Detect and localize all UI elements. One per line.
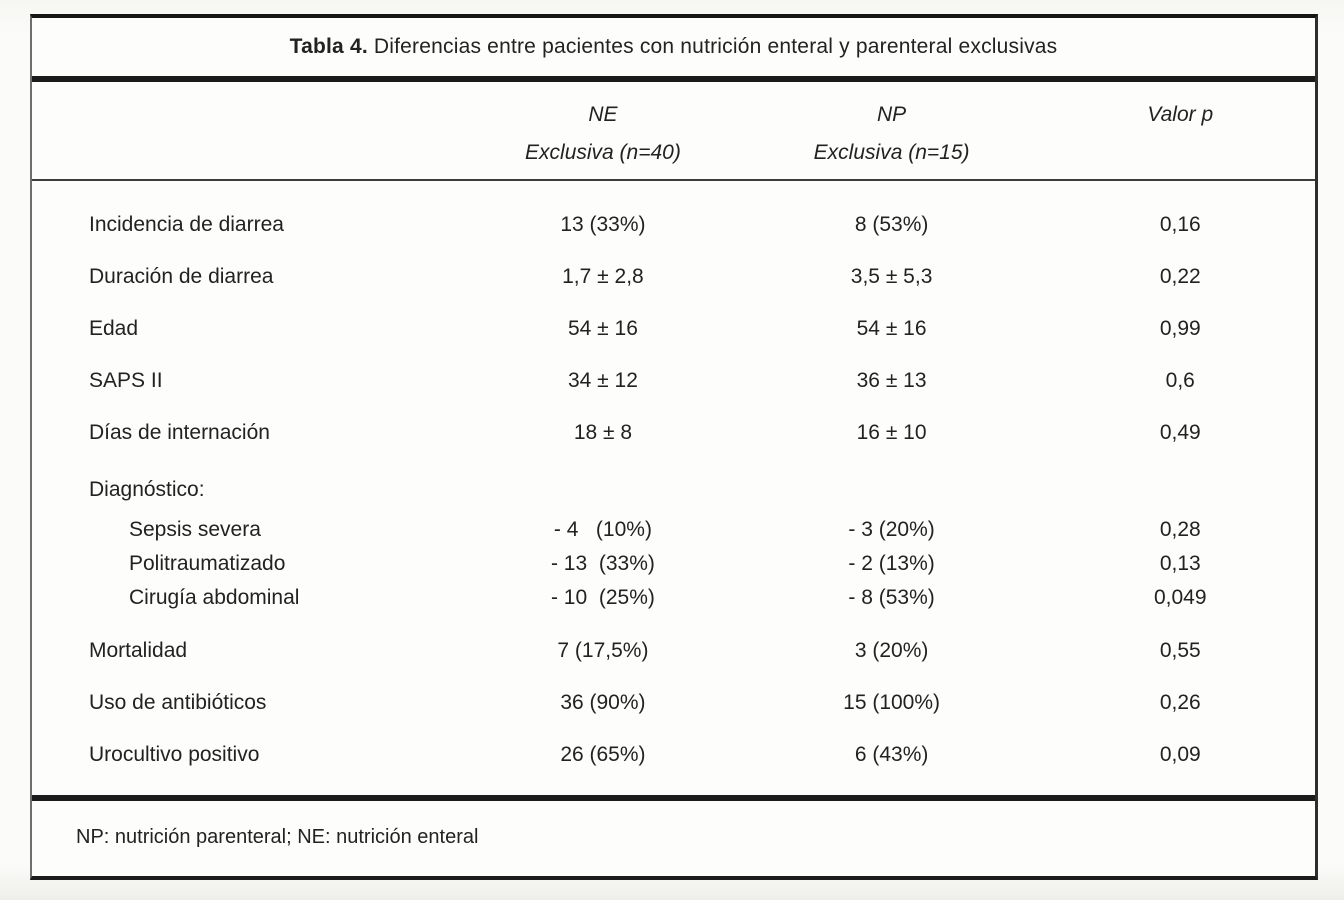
table-footnote: NP: nutrición parenteral; NE: nutrición … xyxy=(76,826,479,848)
column-header-pvalue: Valor p xyxy=(1046,104,1315,163)
p-value: 0,49 xyxy=(1159,421,1201,444)
ne-header-detail: Exclusiva (n=40) xyxy=(525,141,681,164)
p-value: 0,09 xyxy=(1159,743,1201,766)
table-row: Cirugía abdominal - 10 (25%) - 8 (53%) 0… xyxy=(32,581,1315,615)
row-label: Cirugía abdominal xyxy=(129,586,300,609)
row-label: Días de internación xyxy=(89,421,270,444)
column-header-row: NE Exclusiva (n=40) NP Exclusiva (n=15) … xyxy=(32,82,1315,181)
row-label: Politraumatizado xyxy=(129,552,286,575)
row-label: Diagnóstico: xyxy=(89,478,205,501)
row-label: Sepsis severa xyxy=(129,518,261,541)
np-value: - 8 (53%) xyxy=(848,586,935,609)
ne-value: - 10 (25%) xyxy=(550,586,655,609)
ne-value: 1,7 ± 2,8 xyxy=(562,265,644,288)
row-label: Mortalidad xyxy=(89,639,188,662)
row-label: Incidencia de diarrea xyxy=(89,213,284,236)
np-value: 3 (20%) xyxy=(854,639,929,662)
table-row: Duración de diarrea 1,7 ± 2,8 3,5 ± 5,3 … xyxy=(32,251,1315,303)
table-row: Politraumatizado - 13 (33%) - 2 (13%) 0,… xyxy=(32,547,1315,581)
ne-value: 54 ± 16 xyxy=(567,317,638,340)
ne-header-abbrev: NE xyxy=(588,103,618,126)
ne-value: - 13 (33%) xyxy=(550,552,655,575)
column-header-np: NP Exclusiva (n=15) xyxy=(738,104,1046,163)
row-label: Duración de diarrea xyxy=(89,265,274,288)
column-header-empty xyxy=(32,104,468,163)
table-row-group-header: Diagnóstico: xyxy=(32,467,1315,513)
p-value: 0,99 xyxy=(1159,317,1201,340)
table-body: Incidencia de diarrea 13 (33%) 8 (53%) 0… xyxy=(32,181,1315,795)
table-title-band: Tabla 4. Diferencias entre pacientes con… xyxy=(32,18,1315,82)
np-header-abbrev: NP xyxy=(877,103,907,126)
np-value: - 3 (20%) xyxy=(848,518,935,541)
np-value: 8 (53%) xyxy=(854,213,929,236)
p-value: 0,6 xyxy=(1165,369,1195,392)
p-value: 0,28 xyxy=(1159,518,1201,541)
p-value: 0,55 xyxy=(1159,639,1201,662)
table-row: Edad 54 ± 16 54 ± 16 0,99 xyxy=(32,303,1315,355)
p-value: 0,13 xyxy=(1159,552,1201,575)
table-footnote-band: NP: nutrición parenteral; NE: nutrición … xyxy=(32,795,1315,876)
np-value: 36 ± 13 xyxy=(856,369,927,392)
ne-value: 34 ± 12 xyxy=(567,369,638,392)
np-value: 6 (43%) xyxy=(854,743,929,766)
np-value: 3,5 ± 5,3 xyxy=(850,265,933,288)
table-row: Incidencia de diarrea 13 (33%) 8 (53%) 0… xyxy=(32,199,1315,251)
table-row: Uso de antibióticos 36 (90%) 15 (100%) 0… xyxy=(32,677,1315,729)
np-value: 54 ± 16 xyxy=(856,317,927,340)
table-row: Días de internación 18 ± 8 16 ± 10 0,49 xyxy=(32,407,1315,459)
np-header-detail: Exclusiva (n=15) xyxy=(813,141,970,164)
p-value: 0,22 xyxy=(1159,265,1201,288)
p-value: 0,049 xyxy=(1153,586,1207,609)
np-value: - 2 (13%) xyxy=(848,552,935,575)
ne-value: - 4 (10%) xyxy=(553,518,652,541)
table-row: Mortalidad 7 (17,5%) 3 (20%) 0,55 xyxy=(32,625,1315,677)
row-label: Edad xyxy=(89,317,139,340)
p-value: 0,26 xyxy=(1159,691,1201,714)
np-value: 15 (100%) xyxy=(843,691,941,714)
row-label: Urocultivo positivo xyxy=(89,743,260,766)
np-value: 16 ± 10 xyxy=(856,421,927,444)
table-title-number: Tabla 4. xyxy=(289,35,368,58)
table-row: Urocultivo positivo 26 (65%) 6 (43%) 0,0… xyxy=(32,729,1315,781)
ne-value: 7 (17,5%) xyxy=(557,639,649,662)
table-row: Sepsis severa - 4 (10%) - 3 (20%) 0,28 xyxy=(32,513,1315,547)
p-value: 0,16 xyxy=(1159,213,1201,236)
ne-value: 13 (33%) xyxy=(560,213,646,236)
table-4-container: Tabla 4. Diferencias entre pacientes con… xyxy=(30,14,1318,880)
ne-value: 18 ± 8 xyxy=(573,421,633,444)
row-label: SAPS II xyxy=(89,369,163,392)
ne-value: 36 (90%) xyxy=(560,691,646,714)
ne-value: 26 (65%) xyxy=(560,743,646,766)
pvalue-header-label: Valor p xyxy=(1147,103,1214,126)
table-title: Tabla 4. Diferencias entre pacientes con… xyxy=(290,35,1058,59)
row-label: Uso de antibióticos xyxy=(89,691,267,714)
table-title-text: Diferencias entre pacientes con nutrició… xyxy=(367,35,1058,58)
table-row: SAPS II 34 ± 12 36 ± 13 0,6 xyxy=(32,355,1315,407)
column-header-ne: NE Exclusiva (n=40) xyxy=(468,104,737,163)
